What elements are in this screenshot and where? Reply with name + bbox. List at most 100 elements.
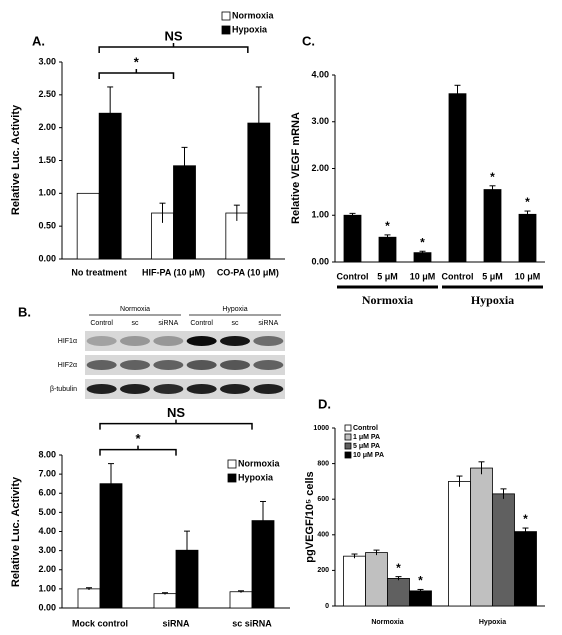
y-tick-label: 1.00 (38, 188, 56, 198)
blot-band (86, 336, 117, 346)
y-tick-label: 0.00 (38, 602, 56, 612)
y-tick-label: 1.00 (38, 583, 56, 593)
y-tick-label: 2.00 (38, 122, 56, 132)
x-tick-label: CO-PA (10 μM) (217, 267, 279, 277)
bar (378, 236, 397, 263)
blot-row-label: β-tubulin (50, 386, 77, 393)
bar (343, 214, 362, 263)
x-tick-label: Normoxia (371, 619, 403, 626)
blot-band (220, 384, 250, 394)
bracket (98, 68, 175, 79)
legend-label: Hypoxia (232, 24, 268, 34)
x-tick-label: Hypoxia (479, 619, 506, 626)
bar (76, 192, 100, 260)
x-tick-label: Control (442, 271, 474, 281)
bracket (99, 419, 253, 430)
blot-lane: Control (90, 320, 113, 327)
bar (518, 213, 537, 263)
bar (470, 467, 493, 607)
panel-label: B. (18, 304, 31, 319)
significance-mark: * (418, 574, 423, 588)
group-label: Normoxia (362, 293, 413, 307)
blot-band (253, 336, 284, 346)
significance-mark: * (420, 235, 425, 249)
legend-swatch (227, 459, 237, 469)
bar (492, 493, 515, 607)
legend-swatch (344, 451, 352, 459)
legend-label: Hypoxia (238, 472, 274, 482)
bar (77, 588, 101, 609)
bar (229, 591, 253, 609)
y-tick-label: 400 (317, 532, 329, 539)
y-tick-label: 3.00 (38, 545, 56, 555)
blot-band (253, 360, 284, 370)
legend-label: Normoxia (238, 458, 281, 468)
significance-mark: * (490, 170, 495, 184)
y-tick-label: 4.00 (311, 69, 329, 79)
y-tick-label: 2.00 (38, 564, 56, 574)
legend-swatch (344, 433, 352, 441)
blot-band (153, 384, 184, 394)
bar (153, 593, 177, 609)
legend-swatch (344, 442, 352, 450)
blot-band (86, 360, 117, 370)
blot-lane: siRNA (158, 320, 178, 327)
blot-band (186, 384, 217, 394)
y-tick-label: 200 (317, 567, 329, 574)
bracket (99, 445, 177, 456)
y-tick-label: 600 (317, 496, 329, 503)
blot-band (120, 336, 150, 346)
blot-band (153, 360, 184, 370)
blot-row-label: HIF1α (58, 338, 77, 345)
bar (448, 93, 467, 263)
bracket-label: * (135, 431, 141, 446)
blot-lane: Control (190, 320, 213, 327)
y-tick-label: 2.00 (311, 163, 329, 173)
x-tick-label: Control (337, 271, 369, 281)
x-tick-label: 5 μM (377, 271, 398, 281)
bar (448, 480, 471, 607)
bracket (98, 42, 249, 53)
bar (483, 189, 502, 263)
y-tick-label: 3.00 (311, 116, 329, 126)
legend-label: 1 μM PA (353, 434, 380, 441)
blot-row-label: HIF2α (58, 362, 77, 369)
y-tick-label: 1.00 (311, 210, 329, 220)
blot-band (86, 384, 117, 394)
legend-label: 5 μM PA (353, 443, 380, 450)
x-tick-label: 10 μM (410, 271, 436, 281)
y-axis-label: pgVEGF/10⁵ cells (304, 471, 316, 562)
blot-band (186, 336, 217, 346)
blot-band (186, 360, 217, 370)
bar (365, 552, 388, 607)
blot-lane: sc (232, 320, 240, 327)
y-tick-label: 8.00 (38, 449, 56, 459)
significance-mark: * (385, 219, 390, 233)
x-tick-label: HIF-PA (10 μM) (142, 267, 205, 277)
bracket-label: NS (167, 405, 185, 420)
y-tick-label: 0 (325, 603, 329, 610)
blot-band (120, 360, 150, 370)
legend-label: Control (353, 425, 378, 432)
blot-band (220, 360, 250, 370)
legend-swatch (227, 473, 237, 483)
y-axis-label: Relative Luc. Activity (10, 476, 22, 587)
bar (514, 531, 537, 607)
legend-swatch (221, 11, 231, 21)
blot-lane: siRNA (258, 320, 278, 327)
blot-lane: sc (132, 320, 140, 327)
y-tick-label: 1.50 (38, 155, 56, 165)
y-tick-label: 3.00 (38, 56, 56, 66)
bracket-label: * (134, 54, 140, 69)
y-tick-label: 1000 (313, 425, 329, 432)
x-tick-label: Mock control (72, 618, 128, 628)
x-tick-label: 10 μM (515, 271, 541, 281)
y-tick-label: 6.00 (38, 488, 56, 498)
blot-band (253, 384, 284, 394)
significance-mark: * (525, 195, 530, 209)
x-tick-label: 5 μM (482, 271, 503, 281)
y-tick-label: 0.50 (38, 221, 56, 231)
y-axis-label: Relative VEGF mRNA (290, 112, 302, 224)
x-tick-label: siRNA (162, 618, 190, 628)
